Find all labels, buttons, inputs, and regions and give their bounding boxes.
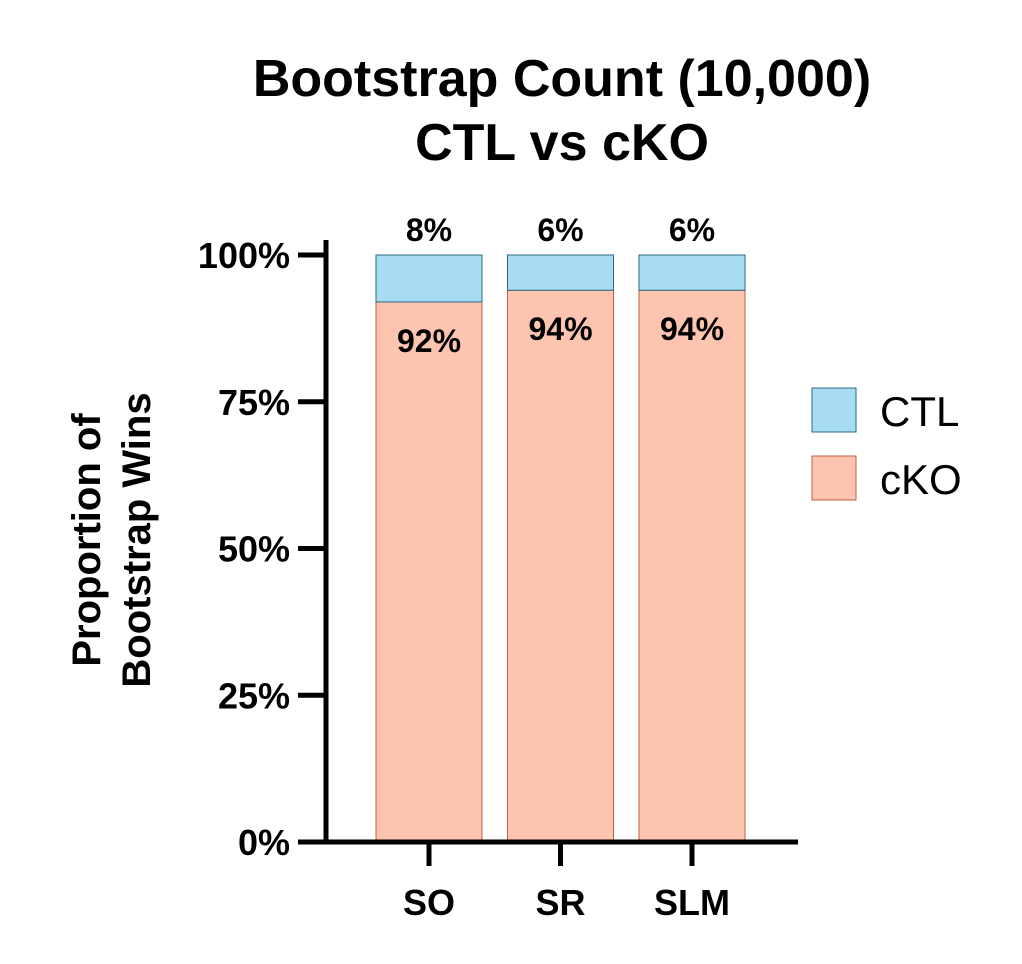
x-tick-label-sr: SR: [535, 882, 585, 923]
bar-cko-so: [375, 301, 483, 843]
legend-swatch-cko: [811, 455, 857, 501]
bar-cko-sr: [507, 289, 614, 843]
data-label-cko-slm: 94%: [660, 311, 724, 347]
bar-ctl-slm: [638, 254, 746, 291]
y-tick-label-2: 50%: [218, 529, 290, 570]
axes-group: SO SR SLM 0% 25% 50% 75% 100%: [198, 235, 798, 923]
bar-ctl-sr: [507, 254, 614, 291]
bar-cko-slm: [638, 289, 746, 843]
y-tick-label-1: 25%: [218, 675, 290, 716]
data-label-cko-sr: 94%: [528, 311, 592, 347]
legend-label-ctl: CTL: [880, 388, 959, 435]
y-tick-label-4: 100%: [198, 235, 290, 276]
bars-group: 92% 8% 94% 6% 94% 6%: [375, 212, 746, 843]
bar-ctl-so: [375, 254, 483, 303]
y-axis-label-line1: Proportion of: [65, 413, 109, 667]
x-tick-label-slm: SLM: [654, 882, 730, 923]
y-axis-label-line2: Bootstrap Wins: [115, 392, 159, 687]
data-label-ctl-slm: 6%: [669, 212, 715, 248]
x-tick-label-so: SO: [403, 882, 455, 923]
y-tick-label-0: 0%: [238, 822, 290, 863]
legend: CTL cKO: [811, 387, 962, 503]
chart-title-line1: Bootstrap Count (10,000): [253, 50, 871, 108]
data-label-cko-so: 92%: [397, 323, 461, 359]
legend-label-cko: cKO: [880, 456, 962, 503]
data-label-ctl-so: 8%: [406, 212, 452, 248]
legend-swatch-ctl: [811, 387, 857, 433]
y-tick-label-3: 75%: [218, 382, 290, 423]
data-label-ctl-sr: 6%: [537, 212, 583, 248]
chart-title-line2: CTL vs cKO: [415, 114, 709, 172]
